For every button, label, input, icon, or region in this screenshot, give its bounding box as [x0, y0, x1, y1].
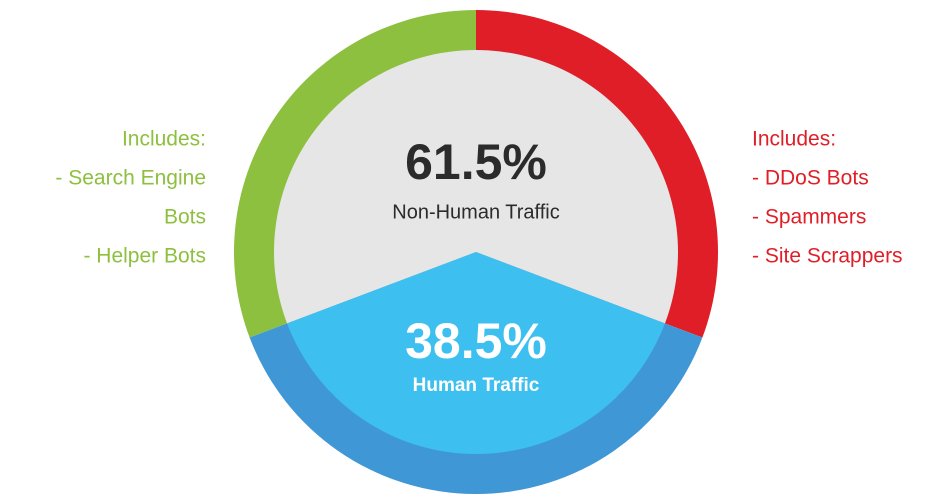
annotation-line: - Spammers	[752, 206, 866, 229]
annotation-line: - Site Scrappers	[752, 245, 903, 268]
inner-wedge	[287, 252, 665, 454]
inner-wedge	[274, 49, 679, 324]
annotation-line: Includes:	[752, 128, 836, 151]
category-label: Human Traffic	[413, 375, 540, 396]
category-label: Non-Human Traffic	[392, 201, 559, 223]
value-label: 61.5%	[405, 134, 547, 190]
annotation-line: - Search Engine	[55, 167, 206, 190]
value-label: 38.5%	[405, 313, 547, 369]
annotation-line: - Helper Bots	[83, 245, 206, 268]
annotation-line: Includes:	[122, 128, 206, 151]
annotation-line: - DDoS Bots	[752, 167, 869, 190]
annotation-line: Bots	[164, 206, 206, 229]
